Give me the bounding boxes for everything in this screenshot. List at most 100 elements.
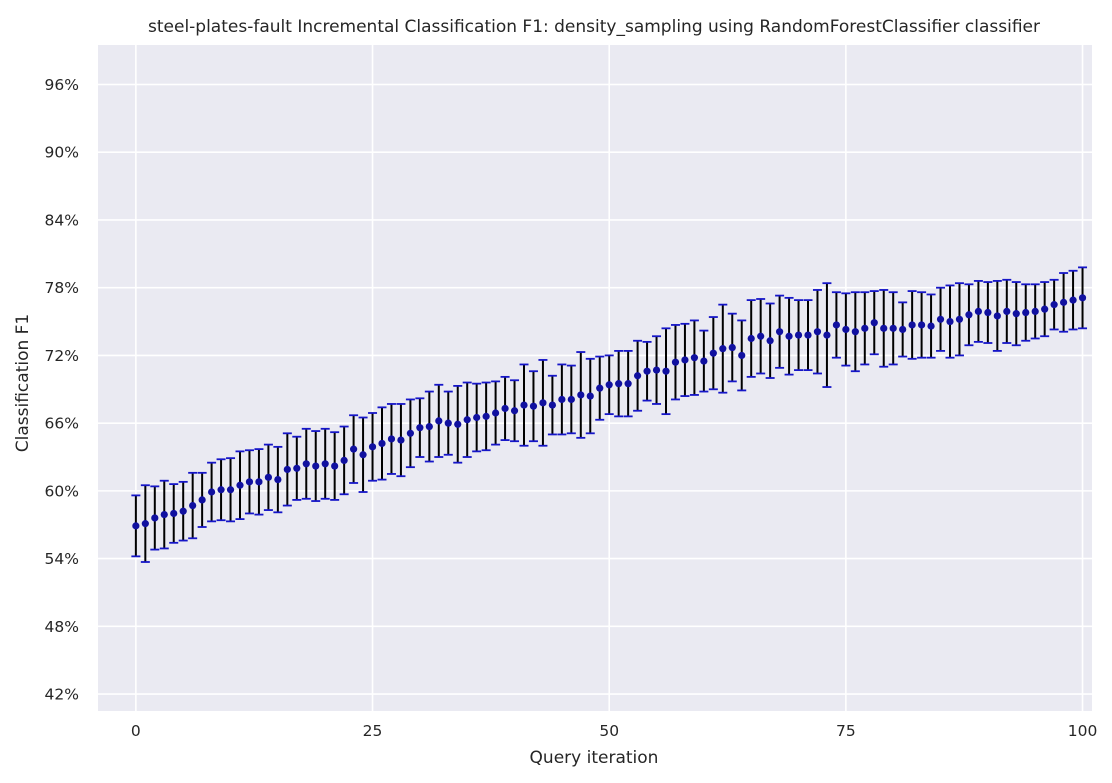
data-point (861, 324, 869, 332)
data-point (226, 486, 235, 494)
data-point (984, 308, 992, 317)
data-point (151, 514, 159, 522)
data-point (359, 451, 367, 459)
y-tick-label: 48% (45, 618, 79, 636)
data-point (823, 331, 831, 339)
y-tick-label: 66% (45, 415, 79, 433)
data-point (245, 478, 254, 486)
data-point (435, 417, 443, 425)
chart-title: steel-plates-fault Incremental Classific… (148, 17, 1040, 37)
data-point (899, 325, 907, 334)
data-point (832, 321, 841, 329)
data-point (1022, 308, 1030, 317)
data-point (908, 321, 916, 329)
data-point (189, 501, 197, 510)
data-point (302, 460, 310, 468)
data-point (293, 464, 301, 472)
data-point (605, 381, 613, 389)
data-point (425, 422, 433, 431)
y-tick-label: 78% (45, 279, 79, 297)
data-point (1031, 307, 1039, 315)
data-point (539, 399, 547, 407)
data-point (747, 334, 755, 343)
data-point (520, 401, 528, 409)
data-point (870, 319, 878, 327)
data-point (946, 317, 954, 326)
data-point (217, 486, 225, 494)
data-point (709, 349, 717, 357)
data-point (444, 419, 452, 427)
data-point (331, 462, 339, 470)
data-point (586, 392, 594, 400)
y-tick-label: 60% (45, 482, 79, 500)
data-point (208, 488, 216, 496)
y-tick-label: 54% (45, 550, 79, 568)
data-point (700, 357, 708, 365)
data-point (785, 332, 793, 340)
data-point (340, 456, 348, 465)
data-point (889, 324, 897, 332)
data-point (596, 384, 604, 392)
data-point (662, 367, 670, 375)
data-point (198, 496, 206, 504)
data-point (813, 328, 822, 336)
data-point (643, 367, 651, 375)
data-point (1050, 301, 1058, 309)
data-point (681, 356, 689, 364)
data-point (1003, 307, 1011, 315)
data-point (132, 522, 140, 530)
data-point (141, 520, 149, 528)
data-point (312, 462, 320, 470)
x-tick-label: 100 (1068, 722, 1098, 740)
data-point (236, 481, 244, 489)
x-axis-label: Query iteration (530, 748, 659, 768)
data-point (368, 443, 377, 451)
data-point (492, 409, 500, 417)
data-point (179, 507, 187, 515)
data-point (378, 439, 386, 448)
data-point (738, 351, 746, 360)
tick-labels: 0 25 50 75 100 42% 48% 54% 60% 66% 72% 78% 84% 90% 96% (45, 76, 1098, 740)
data-point (624, 380, 632, 388)
data-point (567, 395, 575, 404)
data-point (387, 435, 396, 443)
data-point (406, 429, 414, 437)
data-point (955, 315, 964, 323)
data-point (1078, 294, 1087, 302)
data-point (274, 475, 282, 484)
data-point (927, 322, 935, 330)
x-tick-label: 0 (131, 722, 141, 740)
data-point (1012, 310, 1020, 318)
data-point (671, 358, 680, 366)
data-point (776, 328, 784, 336)
data-point (416, 424, 424, 432)
x-tick-label: 50 (599, 722, 619, 740)
data-point (615, 380, 623, 388)
y-axis-label: Classification F1 (13, 314, 33, 452)
data-point (880, 324, 888, 332)
data-point (463, 416, 471, 424)
data-point (936, 315, 945, 323)
data-point (473, 413, 481, 422)
data-point (397, 436, 405, 444)
y-tick-label: 84% (45, 211, 79, 229)
y-tick-label: 42% (45, 686, 79, 704)
data-point (255, 478, 263, 486)
data-points (132, 294, 1087, 530)
data-point (454, 420, 462, 428)
grid-lines (98, 45, 1092, 711)
data-point (558, 395, 566, 404)
data-point (719, 345, 727, 353)
data-point (1069, 296, 1077, 304)
data-point (993, 312, 1001, 320)
x-tick-label: 75 (836, 722, 856, 740)
data-point (510, 407, 519, 415)
data-point (851, 328, 859, 336)
data-point (1041, 305, 1049, 313)
y-tick-label: 72% (45, 347, 79, 365)
data-point (501, 404, 509, 413)
data-point (794, 331, 803, 339)
data-point (529, 402, 538, 410)
